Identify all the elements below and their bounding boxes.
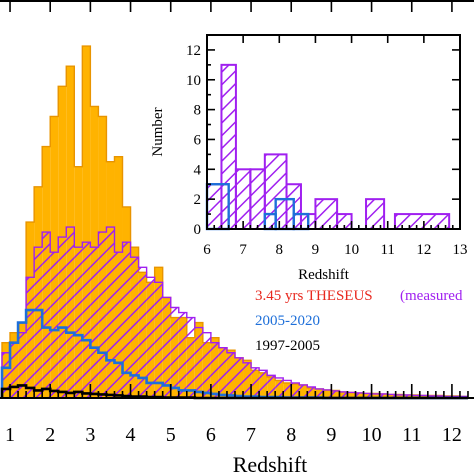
measured-hatch-bar-11 — [90, 247, 99, 398]
main-x-tick-label-6: 6 — [206, 424, 216, 446]
measured-hatch-bar-37 — [299, 384, 308, 398]
measured-hatch-bar-1 — [10, 342, 19, 398]
inset-y-tick-label-6: 6 — [194, 132, 202, 148]
main-x-tick-label-1: 1 — [5, 424, 15, 446]
measured-hatch-bar-35 — [283, 380, 292, 398]
measured-hatch-bar-24 — [194, 327, 203, 398]
measured-hatch-bar-23 — [186, 317, 195, 398]
inset-bar-3 — [249, 168, 266, 230]
measured-hatch-bar-44 — [355, 392, 364, 398]
main-x-tick-label-7: 7 — [246, 424, 256, 446]
series-outline-1 — [1, 226, 468, 398]
measured-hatch-bar-8 — [66, 227, 75, 398]
measured-hatch-bar-45 — [363, 393, 372, 398]
inset-y-axis-label: Number — [150, 107, 166, 156]
main-x-tick-label-5: 5 — [166, 424, 176, 446]
measured-hatch-bar-12 — [98, 232, 107, 398]
measured-hatch-bar-34 — [275, 377, 284, 398]
inset-x-tick-label-9: 9 — [312, 242, 320, 258]
inset-x-axis-label: Redshift — [298, 267, 350, 283]
measured-hatch-bar-0 — [2, 352, 11, 398]
measured-hatch-bar-22 — [178, 312, 187, 398]
measured-hatch-bar-40 — [323, 389, 332, 398]
main-x-tick-label-11: 11 — [402, 424, 421, 446]
measured-hatch-bar-41 — [331, 390, 340, 398]
measured-hatch-bar-15 — [122, 242, 131, 398]
main-histogram — [0, 45, 468, 400]
measured-hatch-bar-36 — [291, 382, 300, 398]
legend-label-theseus: 3.45 yrs THESEUS — [255, 288, 373, 304]
measured-hatch-bar-18 — [146, 277, 155, 398]
measured-hatch-bar-27 — [218, 347, 227, 398]
main-x-tick-label-10: 10 — [362, 424, 382, 446]
inset-bar-10 — [365, 198, 386, 230]
measured-hatch-bar-30 — [243, 362, 252, 398]
main-x-axis-label: Redshift — [233, 452, 308, 474]
inset-bar-12 — [393, 213, 451, 230]
inset-x-tick-label-7: 7 — [239, 242, 247, 258]
inset-x-tick-label-6: 6 — [203, 242, 211, 258]
inset-y-tick-label-8: 8 — [194, 103, 202, 119]
measured-hatch-bar-26 — [210, 342, 219, 398]
main-x-tick-label-2: 2 — [45, 424, 55, 446]
measured-hatch-bar-38 — [307, 386, 316, 398]
measured-hatch-bar-49 — [395, 394, 404, 398]
measured-hatch-bar-50 — [403, 394, 412, 398]
legend-label-1997-2005: 1997-2005 — [255, 338, 320, 354]
measured-hatch-bar-10 — [82, 242, 91, 398]
inset-x-tick-label-13: 13 — [453, 242, 468, 258]
inset-y-tick-label-2: 2 — [194, 192, 202, 208]
measured-hatch-bar-5 — [42, 232, 51, 398]
measured-hatch-bar-2 — [18, 332, 27, 398]
inset-y-tick-label-0: 0 — [194, 222, 202, 238]
measured-hatch-bar-46 — [371, 393, 380, 398]
main-x-tick-label-4: 4 — [126, 424, 136, 446]
measured-hatch-bar-13 — [106, 227, 115, 398]
legend-label-2005-2020: 2005-2020 — [255, 313, 320, 329]
measured-hatch-bar-39 — [315, 388, 324, 398]
measured-hatch-bar-31 — [251, 367, 260, 398]
inset-x-tick-label-12: 12 — [416, 242, 431, 258]
inset-x-tick-label-10: 10 — [344, 242, 359, 258]
measured-hatch-bar-9 — [74, 247, 83, 398]
measured-hatch-bar-20 — [162, 297, 171, 398]
measured-hatch-bar-21 — [170, 307, 179, 398]
measured-hatch-bar-43 — [347, 392, 356, 398]
measured-hatch-bar-32 — [259, 370, 268, 398]
measured-hatch-bar-48 — [387, 394, 396, 398]
inset-y-tick-label-4: 4 — [194, 162, 202, 178]
main-axes: 1 2 3 4 5 6 7 8 9 10 11 12 — [0, 0, 474, 446]
measured-hatch-bar-3 — [26, 277, 35, 398]
main-x-tick-label-9: 9 — [326, 424, 336, 446]
inset-histogram: 6 7 8 9 10 11 12 13 0 2 4 6 8 10 12 Redshift Number — [150, 34, 468, 283]
measured-hatch-bar-25 — [202, 332, 211, 398]
measured-hatch-bar-33 — [267, 375, 276, 398]
measured-hatch-bar-29 — [234, 357, 244, 398]
main-x-tick-label-3: 3 — [85, 424, 95, 446]
measured-hatch-bar-28 — [226, 352, 235, 398]
measured-hatch-bar-14 — [114, 252, 123, 398]
measured-hatch-bar-7 — [58, 237, 67, 398]
measured-hatch-bar-47 — [379, 393, 388, 398]
inset-bar-2 — [234, 168, 252, 230]
measured-hatch-bar-19 — [154, 282, 163, 398]
measured-hatch-bar-4 — [34, 247, 43, 398]
main-x-tick-label-12: 12 — [442, 424, 462, 446]
measured-hatch-bar-17 — [138, 267, 147, 398]
inset-x-tick-label-11: 11 — [380, 242, 394, 258]
inset-y-tick-label-12: 12 — [186, 43, 201, 59]
theseus-bar-10 — [82, 46, 91, 399]
inset-bar-7 — [314, 198, 339, 230]
measured-hatch-bar-16 — [130, 257, 139, 398]
inset-bar-0 — [206, 183, 223, 231]
inset-x-tick-label-8: 8 — [276, 242, 284, 258]
legend: 3.45 yrs THESEUS (measured 2005-2020 199… — [255, 288, 463, 354]
measured-hatch-bar-42 — [339, 391, 348, 398]
inset-y-tick-label-10: 10 — [186, 73, 201, 89]
measured-hatch-bar-6 — [50, 252, 59, 398]
inset-frame — [206, 34, 461, 230]
legend-label-measured: (measured — [400, 288, 463, 304]
main-x-tick-label-8: 8 — [286, 424, 296, 446]
